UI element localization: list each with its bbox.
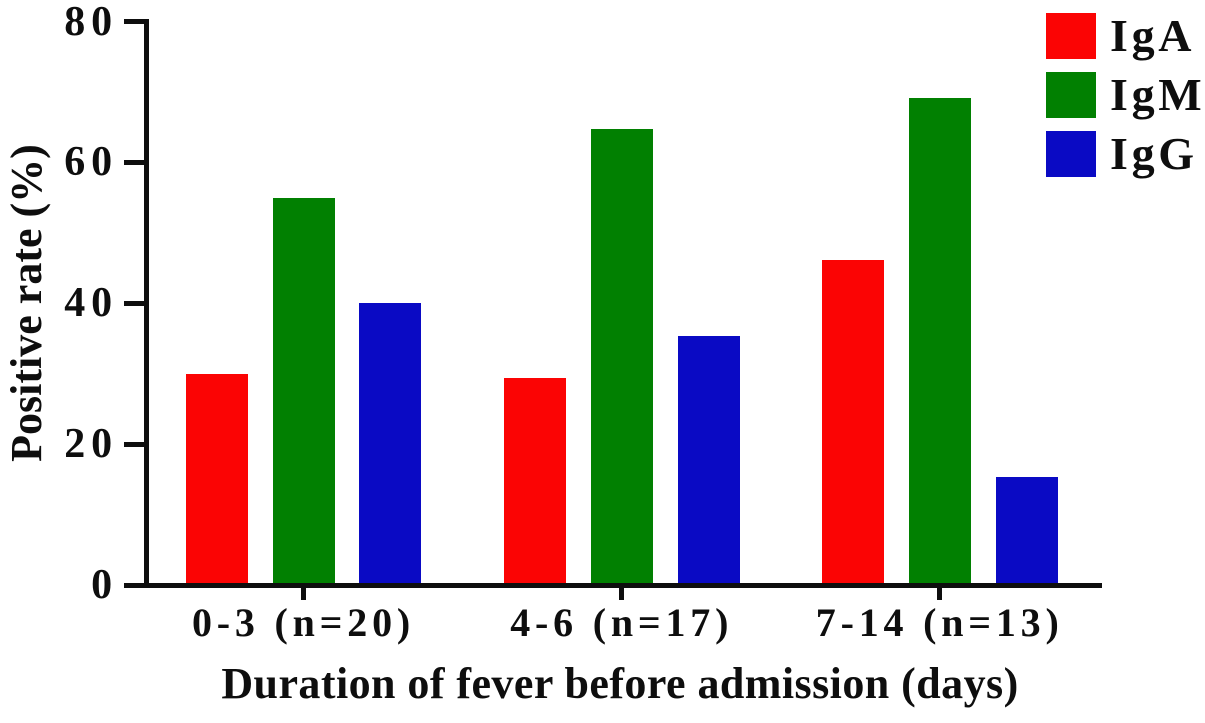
x-tick-label-group1: 4-6 (n=17) — [510, 600, 734, 645]
bar-iga-group0 — [186, 373, 248, 587]
y-tick-label-0: 0 — [91, 562, 118, 608]
y-tick-60 — [123, 159, 144, 165]
bar-iga-group1 — [504, 377, 567, 587]
y-tick-0 — [123, 582, 144, 588]
y-tick-label-60: 60 — [64, 139, 118, 186]
bar-igm-group0 — [272, 197, 335, 587]
y-tick-20 — [123, 441, 144, 447]
bar-igm-group1 — [590, 129, 653, 587]
legend-swatch-igm-icon — [1046, 72, 1096, 118]
x-tick-group1 — [619, 587, 625, 600]
x-axis-title: Duration of fever before admission (days… — [221, 659, 1019, 708]
y-tick-label-80: 80 — [64, 0, 118, 45]
legend-label-igm: IgM — [1110, 69, 1205, 120]
x-tick-label-group2: 7-14 (n=13) — [815, 600, 1064, 645]
legend-item-igm: IgM — [1046, 72, 1205, 118]
y-tick-80 — [123, 19, 144, 24]
legend-swatch-igg-icon — [1046, 131, 1096, 177]
bar-igg-group2 — [995, 476, 1058, 587]
y-tick-label-20: 20 — [64, 421, 118, 468]
y-tick-40 — [123, 300, 144, 306]
bar-igg-group0 — [359, 303, 422, 587]
bar-igg-group1 — [677, 336, 740, 587]
bar-igm-group2 — [908, 97, 971, 587]
legend-item-iga: IgA — [1046, 13, 1205, 59]
x-tick-label-group0: 0-3 (n=20) — [192, 600, 415, 645]
y-axis-line — [143, 19, 149, 588]
x-tick-group2 — [937, 587, 943, 600]
legend-item-igg: IgG — [1046, 131, 1205, 177]
y-tick-label-40: 40 — [64, 280, 118, 327]
x-axis-line — [143, 582, 1102, 588]
x-tick-group0 — [301, 587, 306, 600]
legend-label-iga: IgA — [1110, 10, 1196, 61]
bar-iga-group2 — [822, 259, 885, 587]
legend-swatch-iga-icon — [1046, 13, 1096, 59]
legend-label-igg: IgG — [1110, 128, 1198, 179]
legend: IgA IgM IgG — [1046, 13, 1205, 190]
